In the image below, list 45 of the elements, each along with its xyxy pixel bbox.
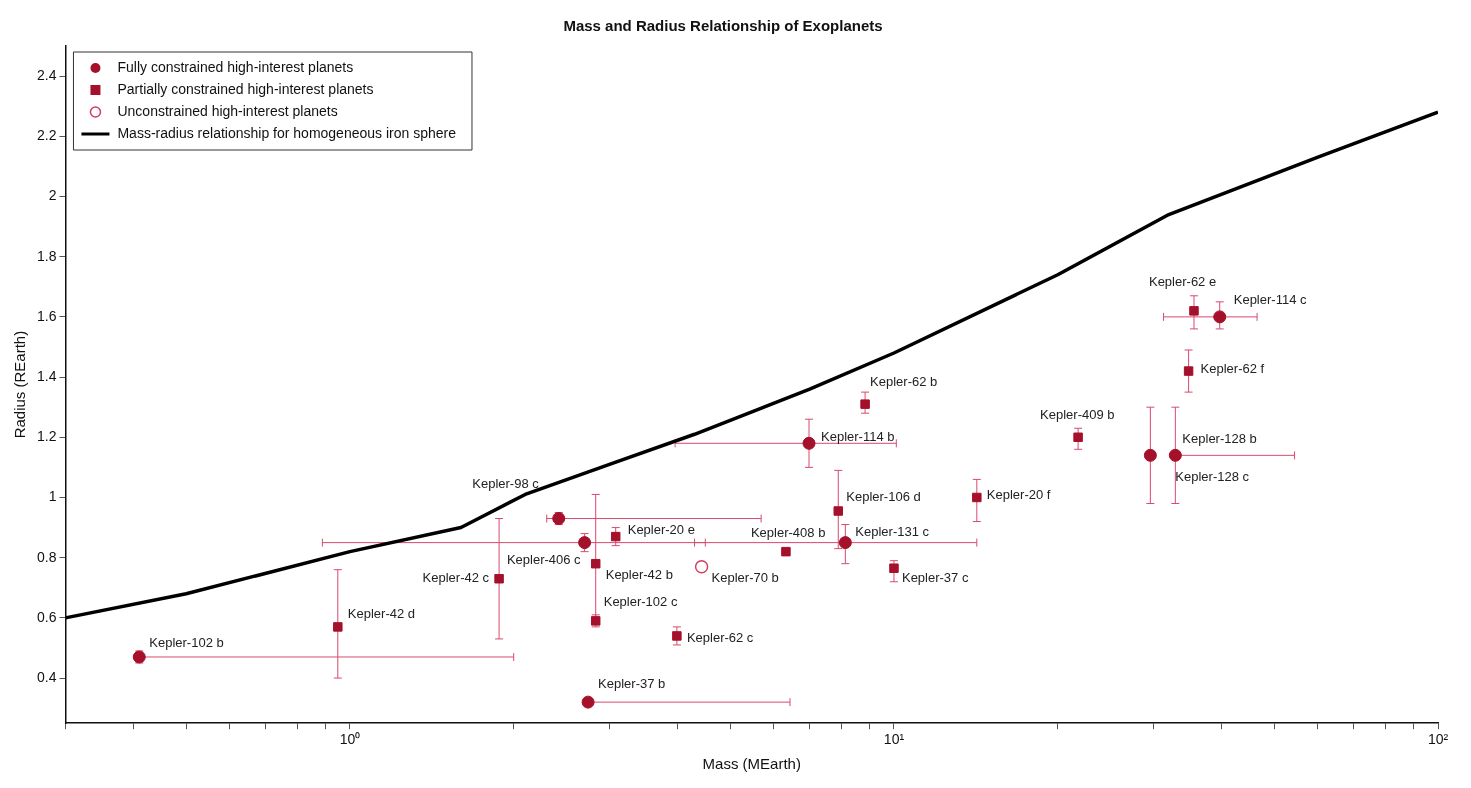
y-tick-label: 1 (48, 488, 57, 505)
legend-label: Mass-radius relationship for homogeneous iron sphere (117, 124, 457, 141)
annotation: Kepler-131 c (855, 524, 930, 540)
x-axis-title: Mass (MEarth) (702, 755, 801, 773)
y-tick-label: 2.2 (36, 127, 57, 144)
annotation: Kepler-114 b (821, 428, 895, 444)
y-tick-label: 2.4 (36, 66, 57, 83)
annotation: Kepler-42 d (347, 606, 416, 622)
legend-label: Fully constrained high-interest planets (117, 58, 354, 75)
annotation: Kepler-106 d (846, 488, 921, 504)
y-tick-label: 0.6 (36, 608, 57, 625)
annotation: Kepler-70 b (711, 570, 779, 586)
y-tick-label: 1.6 (36, 307, 57, 324)
y-axis-title: Radius (REarth) (11, 330, 29, 439)
y-tick-label: 0.4 (36, 668, 57, 685)
x-tick-label: 10⁰ (339, 731, 361, 748)
annotation: Kepler-62 f (1200, 360, 1265, 376)
x-tick-label: 10¹ (883, 731, 905, 748)
y-tick-label: 1.8 (36, 247, 57, 264)
annotation: Kepler-102 b (149, 634, 224, 650)
annotation: Kepler-37 b (598, 675, 666, 691)
chart-title: Mass and Radius Relationship of Exoplanets (563, 17, 883, 35)
annotation: Kepler-128 b (1182, 430, 1257, 446)
y-tick-label: 1.2 (36, 428, 57, 445)
annotation: Kepler-20 f (986, 487, 1051, 503)
annotation: Kepler-42 c (422, 570, 490, 586)
annotation: Kepler-102 c (603, 594, 678, 610)
y-tick-label: 1.4 (36, 367, 57, 384)
y-tick-label: 2 (48, 187, 57, 204)
annotation: Kepler-409 b (1040, 406, 1115, 422)
annotation: Kepler-62 b (870, 373, 938, 389)
annotation: Kepler-20 e (627, 522, 695, 538)
annotation: Kepler-406 c (506, 552, 582, 568)
annotation: Kepler-62 e (1148, 274, 1217, 290)
annotation: Kepler-42 b (605, 567, 673, 583)
legend-label: Partially constrained high-interest planets (117, 80, 374, 97)
annotation: Kepler-62 c (686, 630, 754, 646)
annotation: Kepler-128 c (1175, 468, 1250, 484)
annotation: Kepler-98 c (472, 476, 540, 492)
annotation: Kepler-37 c (901, 569, 969, 585)
annotation: Kepler-408 b (750, 525, 826, 541)
y-tick-label: 0.8 (36, 548, 57, 565)
annotation: Kepler-114 c (1233, 292, 1307, 308)
legend-label: Unconstrained high-interest planets (117, 102, 338, 119)
x-tick-label: 10² (1427, 731, 1449, 748)
